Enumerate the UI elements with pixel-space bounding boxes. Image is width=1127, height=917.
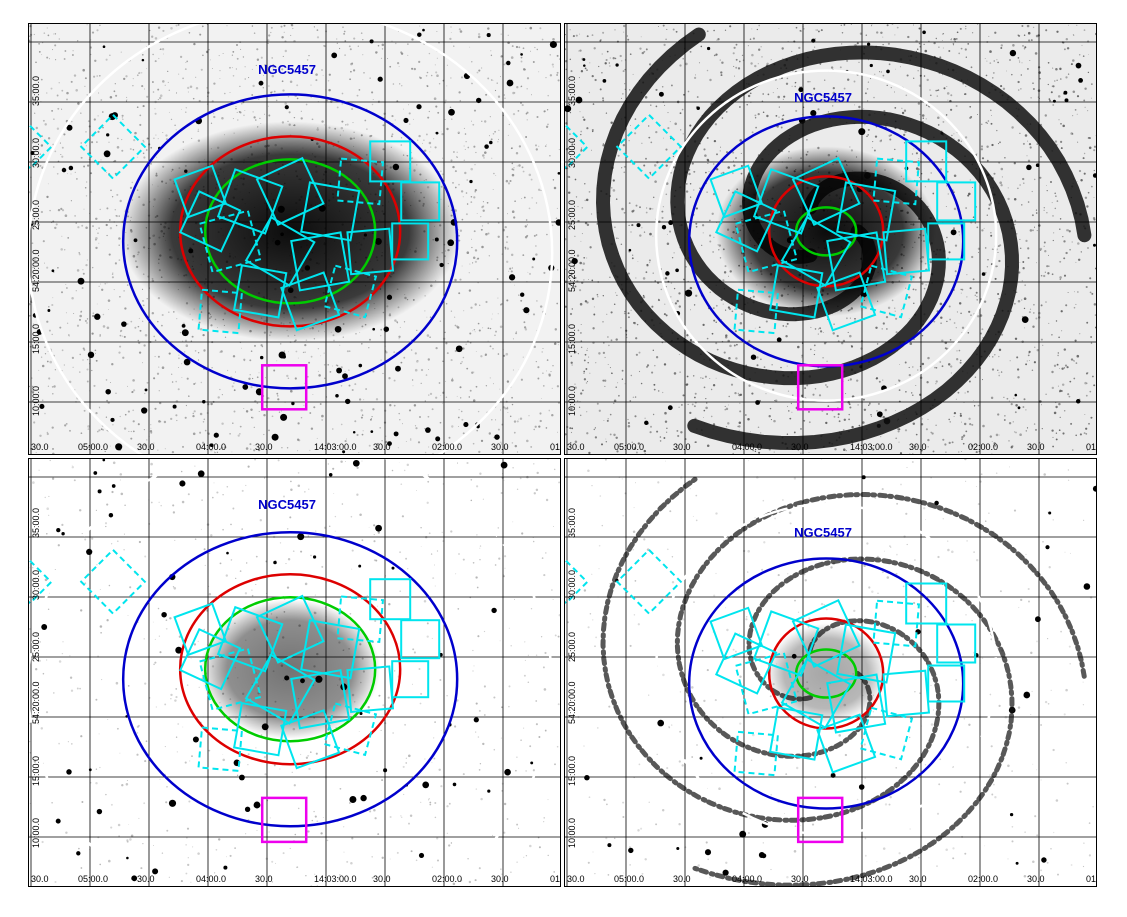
dec-tick-label: 15:00.0 (31, 755, 41, 786)
ra-tick-label: 30.0 (1027, 874, 1045, 884)
ra-tick-label: 01:00.0 (550, 874, 561, 884)
object-title: NGC5457 (258, 497, 316, 512)
ra-tick-label: 14:03:00.0 (850, 442, 893, 452)
sky-image-ultraviolet-negative (565, 459, 1096, 886)
dec-tick-label: 30:00.0 (567, 137, 577, 168)
galaxy-core (766, 623, 887, 724)
ra-tick-label: 30.0 (137, 442, 155, 452)
ra-tick-label: 14:03:00.0 (314, 874, 357, 884)
dec-tick-label: 54:20:00.0 (567, 249, 577, 292)
ra-tick-label: 30.0 (791, 874, 809, 884)
ellipse-blue (121, 93, 459, 390)
ellipse-blue (687, 557, 965, 810)
observation-footprints (565, 113, 977, 335)
dec-tick-label: 15:00.0 (567, 323, 577, 354)
ra-tick-label: 01:00.0 (1086, 442, 1097, 452)
ra-tick-label: 30.0 (491, 874, 509, 884)
coordinate-grid (565, 24, 1096, 454)
ellipse-outer (654, 69, 998, 402)
ra-tick-label: 14:03:00.0 (850, 874, 893, 884)
coordinate-grid (565, 459, 1096, 886)
star-field (565, 459, 1096, 879)
ra-tick-label: 05:00.0 (78, 874, 109, 884)
dec-tick-label: 30:00.0 (31, 569, 41, 600)
ra-tick-label: 05:00.0 (78, 442, 109, 452)
sky-image-optical-deep-negative (29, 24, 560, 454)
ra-tick-label: 14:03:00.0 (314, 442, 357, 452)
ra-tick-label: 30.0 (255, 442, 273, 452)
ra-tick-label: 04:00.0 (196, 874, 227, 884)
ra-tick-label: 04:00.0 (196, 442, 227, 452)
ellipse-outer (29, 459, 554, 886)
reference-box (260, 796, 308, 844)
ra-tick-label: 04:00.0 (732, 874, 763, 884)
ra-tick-label: 30.0 (137, 874, 155, 884)
ellipse-blue (121, 530, 459, 828)
observation-footprints (565, 548, 977, 777)
ellipse-outer (29, 24, 554, 454)
sky-panel-top-left: NGC5457 30.0 05:00.0 30.0 04:00.0 30.0 14:03:0… (28, 23, 561, 455)
object-title: NGC5457 (794, 90, 852, 105)
dec-tick-label: 10:00.0 (31, 385, 41, 416)
ra-tick-label: 05:00.0 (614, 442, 645, 452)
ra-tick-label: 01:00.0 (1086, 874, 1097, 884)
dec-tick-label: 15:00.0 (31, 323, 41, 354)
reference-box (260, 364, 308, 411)
ra-tick-label: 30.0 (373, 442, 391, 452)
ra-tick-label: 30.0 (373, 874, 391, 884)
ra-tick-label: 02:00.0 (968, 874, 999, 884)
object-title: NGC5457 (794, 525, 852, 540)
sky-image-infrared-negative (29, 459, 560, 886)
ra-tick-label: 30.0 (567, 874, 585, 884)
dec-tick-label: 30:00.0 (31, 137, 41, 168)
dec-tick-label: 54:20:00.0 (31, 249, 41, 292)
dec-tick-label: 15:00.0 (567, 755, 577, 786)
reference-box (796, 364, 844, 411)
ra-tick-label: 30.0 (567, 442, 585, 452)
dec-tick-label: 35:00.0 (31, 507, 41, 538)
sky-panel-bottom-left: NGC5457 30.0 05:00.0 30.0 04:00.0 30.0 14:03:0… (28, 458, 561, 887)
spiral-arms (600, 474, 1087, 886)
dec-tick-label: 25:00.0 (31, 199, 41, 230)
ra-tick-label: 30.0 (791, 442, 809, 452)
dec-tick-label: 35:00.0 (567, 507, 577, 538)
ellipse-green (203, 595, 377, 743)
ra-tick-label: 30.0 (673, 874, 691, 884)
ra-tick-label: 30.0 (909, 874, 927, 884)
dec-tick-label: 10:00.0 (567, 817, 577, 848)
sky-panel-bottom-right: NGC5457 30.0 05:00.0 30.0 04:00.0 30.0 14:03:0… (564, 458, 1097, 887)
sky-image-optical-negative (565, 24, 1096, 454)
ra-tick-label: 02:00.0 (968, 442, 999, 452)
ra-tick-label: 30.0 (491, 442, 509, 452)
ellipse-outer (654, 502, 998, 836)
sky-panel-top-right: NGC5457 30.0 05:00.0 30.0 04:00.0 30.0 14:03:0… (564, 23, 1097, 455)
object-title: NGC5457 (258, 62, 316, 77)
ra-tick-label: 30.0 (31, 874, 49, 884)
ra-tick-label: 01:00.0 (550, 442, 561, 452)
ra-tick-label: 30.0 (31, 442, 49, 452)
ra-tick-label: 04:00.0 (732, 442, 763, 452)
galaxy-core (120, 121, 461, 342)
reference-box (796, 796, 844, 844)
ra-tick-label: 30.0 (673, 442, 691, 452)
ra-tick-label: 30.0 (255, 874, 273, 884)
dec-tick-label: 25:00.0 (31, 631, 41, 662)
ra-tick-label: 02:00.0 (432, 442, 463, 452)
dec-tick-label: 35:00.0 (31, 75, 41, 106)
ra-tick-label: 30.0 (909, 442, 927, 452)
dec-tick-label: 30:00.0 (567, 569, 577, 600)
dec-tick-label: 54:20:00.0 (31, 681, 41, 724)
observation-footprints (29, 113, 441, 335)
dec-tick-label: 54:20:00.0 (567, 681, 577, 724)
ra-tick-label: 05:00.0 (614, 874, 645, 884)
dec-tick-label: 25:00.0 (567, 631, 577, 662)
ra-tick-label: 02:00.0 (432, 874, 463, 884)
ra-tick-label: 30.0 (1027, 442, 1045, 452)
dec-tick-label: 35:00.0 (567, 75, 577, 106)
dec-tick-label: 25:00.0 (567, 199, 577, 230)
ellipse-green (203, 158, 377, 305)
dec-tick-label: 10:00.0 (567, 385, 577, 416)
observation-footprints (29, 548, 441, 772)
dec-tick-label: 10:00.0 (31, 817, 41, 848)
